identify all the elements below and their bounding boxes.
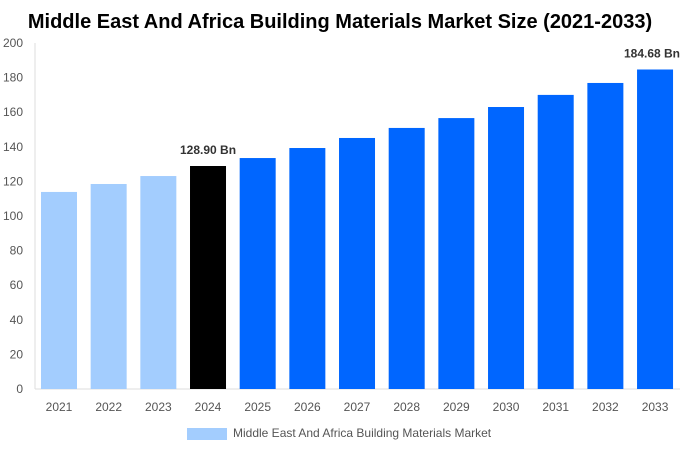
y-tick-label: 40 [10,313,24,327]
y-tick-label: 180 [3,71,23,85]
y-tick-label: 160 [3,105,23,119]
chart-title: Middle East And Africa Building Material… [28,11,652,33]
y-tick-label: 100 [3,209,23,223]
data-labels: 128.90 Bn 184.68 Bn [180,47,680,157]
x-tick-label: 2030 [493,400,520,414]
legend-label: Middle East And Africa Building Material… [233,426,492,440]
bar-2032[interactable] [587,82,624,389]
x-tick-label: 2029 [443,400,470,414]
x-tick-label: 2021 [46,400,73,414]
data-label-2033: 184.68 Bn [624,47,680,61]
y-tick-label: 120 [3,174,23,188]
x-tick-label: 2028 [393,400,420,414]
y-axis: 0 20 40 60 80 100 120 140 160 180 200 [3,36,23,396]
y-tick-label: 20 [10,347,24,361]
y-tick-label: 80 [10,244,24,258]
y-tick-label: 140 [3,140,23,154]
x-tick-label: 2033 [642,400,669,414]
bar-2033[interactable] [637,69,674,389]
x-tick-label: 2022 [95,400,122,414]
bar-2025[interactable] [239,158,276,389]
bar-2024[interactable] [190,166,227,389]
x-tick-label: 2023 [145,400,172,414]
y-tick-label: 60 [10,278,24,292]
y-tick-label: 200 [3,36,23,50]
data-label-2024: 128.90 Bn [180,143,236,157]
x-tick-label: 2032 [592,400,619,414]
x-tick-label: 2031 [542,400,569,414]
legend[interactable]: Middle East And Africa Building Material… [187,426,492,440]
y-tick-label: 0 [16,382,23,396]
bar-2023[interactable] [140,176,177,389]
bar-2021[interactable] [41,191,77,389]
bar-2028[interactable] [388,127,425,390]
bar-2030[interactable] [488,107,525,389]
x-tick-label: 2027 [344,400,371,414]
bar-2026[interactable] [289,148,326,389]
bars [41,69,674,390]
bar-2027[interactable] [339,137,376,389]
x-tick-label: 2026 [294,400,321,414]
x-axis: 2021 2022 2023 2024 2025 2026 2027 2028 2029 2030… [46,400,669,414]
bar-2029[interactable] [438,118,475,389]
bar-2022[interactable] [90,183,127,389]
x-tick-label: 2025 [244,400,271,414]
legend-swatch [187,428,227,440]
x-tick-label: 2024 [195,400,222,414]
bar-2031[interactable] [537,94,574,390]
